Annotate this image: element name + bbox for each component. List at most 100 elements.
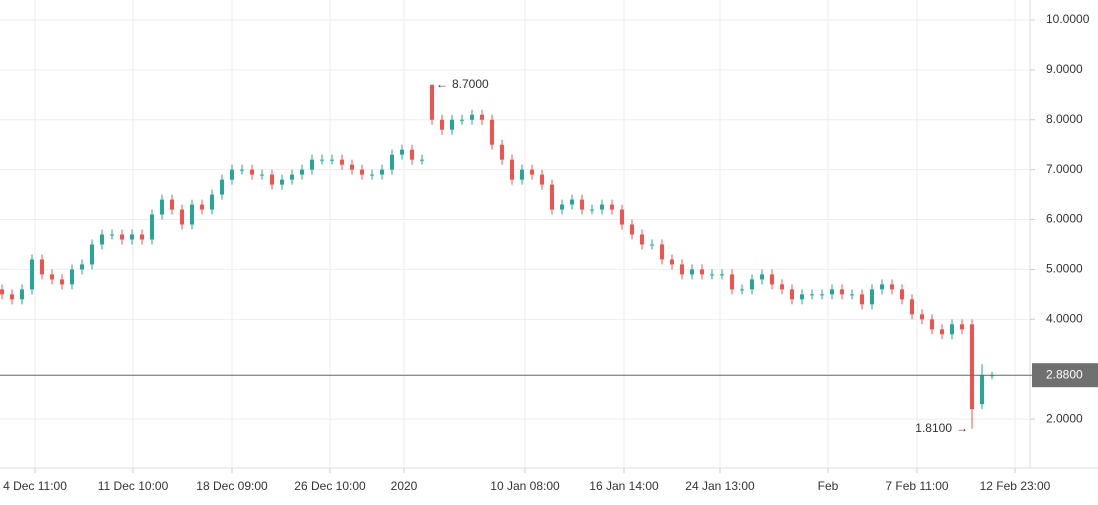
candle-body xyxy=(980,375,984,405)
candle-body xyxy=(850,294,854,296)
x-tick-label: 18 Dec 09:00 xyxy=(196,479,268,493)
last-price-label: 2.8800 xyxy=(1046,367,1083,381)
candle-body xyxy=(330,159,334,161)
y-tick-label: 9.0000 xyxy=(1046,62,1083,76)
candle-body xyxy=(560,204,564,210)
candle-body xyxy=(910,299,914,315)
candle-body xyxy=(840,289,844,295)
y-tick-label: 7.0000 xyxy=(1046,162,1083,176)
annotation-arrow: → xyxy=(956,421,968,435)
candle-body xyxy=(590,209,594,211)
candle-body xyxy=(440,119,444,130)
candle-body xyxy=(930,319,934,330)
candle-body xyxy=(70,269,74,285)
candle-body xyxy=(550,184,554,210)
candle-body xyxy=(260,174,264,176)
candle-body xyxy=(170,199,174,210)
y-tick-label: 5.0000 xyxy=(1046,262,1083,276)
candle-body xyxy=(430,84,434,120)
candle-body xyxy=(240,169,244,171)
candle-body xyxy=(90,244,94,265)
candle-body xyxy=(380,169,384,175)
candle-body xyxy=(370,174,374,176)
candle-body xyxy=(790,289,794,300)
candle-body xyxy=(780,284,784,290)
candle-body xyxy=(720,274,724,276)
candle-body xyxy=(160,199,164,215)
candle-body xyxy=(390,154,394,170)
candle-body xyxy=(320,159,324,161)
candle-body xyxy=(120,234,124,240)
candle-body xyxy=(470,114,474,120)
candle-body xyxy=(740,289,744,291)
x-tick-label: 2020 xyxy=(391,479,418,493)
candle-body xyxy=(540,174,544,185)
candle-body xyxy=(630,224,634,235)
annotation-arrow: ← xyxy=(436,77,448,91)
candle-body xyxy=(60,279,64,285)
candle-body xyxy=(940,329,944,335)
candle-body xyxy=(890,284,894,290)
x-tick-label: 7 Feb 11:00 xyxy=(885,479,948,493)
candle-body xyxy=(820,294,824,296)
candle-body xyxy=(150,214,154,240)
candle-body xyxy=(570,199,574,205)
candle-body xyxy=(710,274,714,276)
candle-body xyxy=(270,174,274,185)
candle-body xyxy=(650,244,654,246)
x-tick-label: Feb xyxy=(818,479,839,493)
last-price-box xyxy=(1032,363,1098,388)
candle-body xyxy=(880,284,884,290)
candle-body xyxy=(250,169,254,175)
candle-body xyxy=(40,259,44,275)
candle-body xyxy=(230,169,234,180)
candle-body xyxy=(350,164,354,170)
candle-body xyxy=(870,289,874,305)
candle-body xyxy=(140,234,144,240)
y-tick-label: 2.0000 xyxy=(1046,411,1083,425)
candle-body xyxy=(920,314,924,320)
candle-body xyxy=(190,204,194,225)
candle-body xyxy=(420,159,424,161)
candle-body xyxy=(700,269,704,275)
x-tick-label: 16 Jan 14:00 xyxy=(589,479,659,493)
candle-body xyxy=(0,289,4,295)
annotation: 1.8100 xyxy=(915,421,952,435)
x-tick-label: 26 Dec 10:00 xyxy=(294,479,366,493)
candle-body xyxy=(770,274,774,285)
candle-body xyxy=(610,204,614,210)
candle-body xyxy=(480,114,484,120)
candle-body xyxy=(500,144,504,160)
candle-body xyxy=(450,119,454,130)
candle-body xyxy=(130,234,134,240)
candle-body xyxy=(300,169,304,175)
x-tick-label: 12 Feb 23:00 xyxy=(980,479,1051,493)
x-tick-label: 24 Jan 13:00 xyxy=(685,479,755,493)
candle-body xyxy=(520,169,524,180)
x-tick-label: 4 Dec 11:00 xyxy=(3,479,67,493)
candle-body xyxy=(860,294,864,305)
candle-body xyxy=(310,159,314,170)
candle-body xyxy=(620,209,624,225)
candle-body xyxy=(400,149,404,155)
candle-body xyxy=(360,169,364,175)
candle-body xyxy=(750,279,754,290)
candle-body xyxy=(490,119,494,145)
candle-body xyxy=(110,234,114,236)
candle-body xyxy=(810,294,814,296)
candle-body xyxy=(510,159,514,180)
candle-body xyxy=(950,324,954,335)
annotation: 8.7000 xyxy=(452,77,489,91)
candle-body xyxy=(180,209,184,225)
candle-body xyxy=(600,204,604,210)
candle-body xyxy=(280,179,284,185)
y-tick-label: 6.0000 xyxy=(1046,212,1083,226)
y-tick-label: 4.0000 xyxy=(1046,311,1083,325)
candle-body xyxy=(30,259,34,290)
candle-body xyxy=(10,294,14,300)
candle-body xyxy=(680,264,684,275)
candle-body xyxy=(530,169,534,175)
candle-body xyxy=(410,149,414,160)
candle-body xyxy=(800,294,804,300)
